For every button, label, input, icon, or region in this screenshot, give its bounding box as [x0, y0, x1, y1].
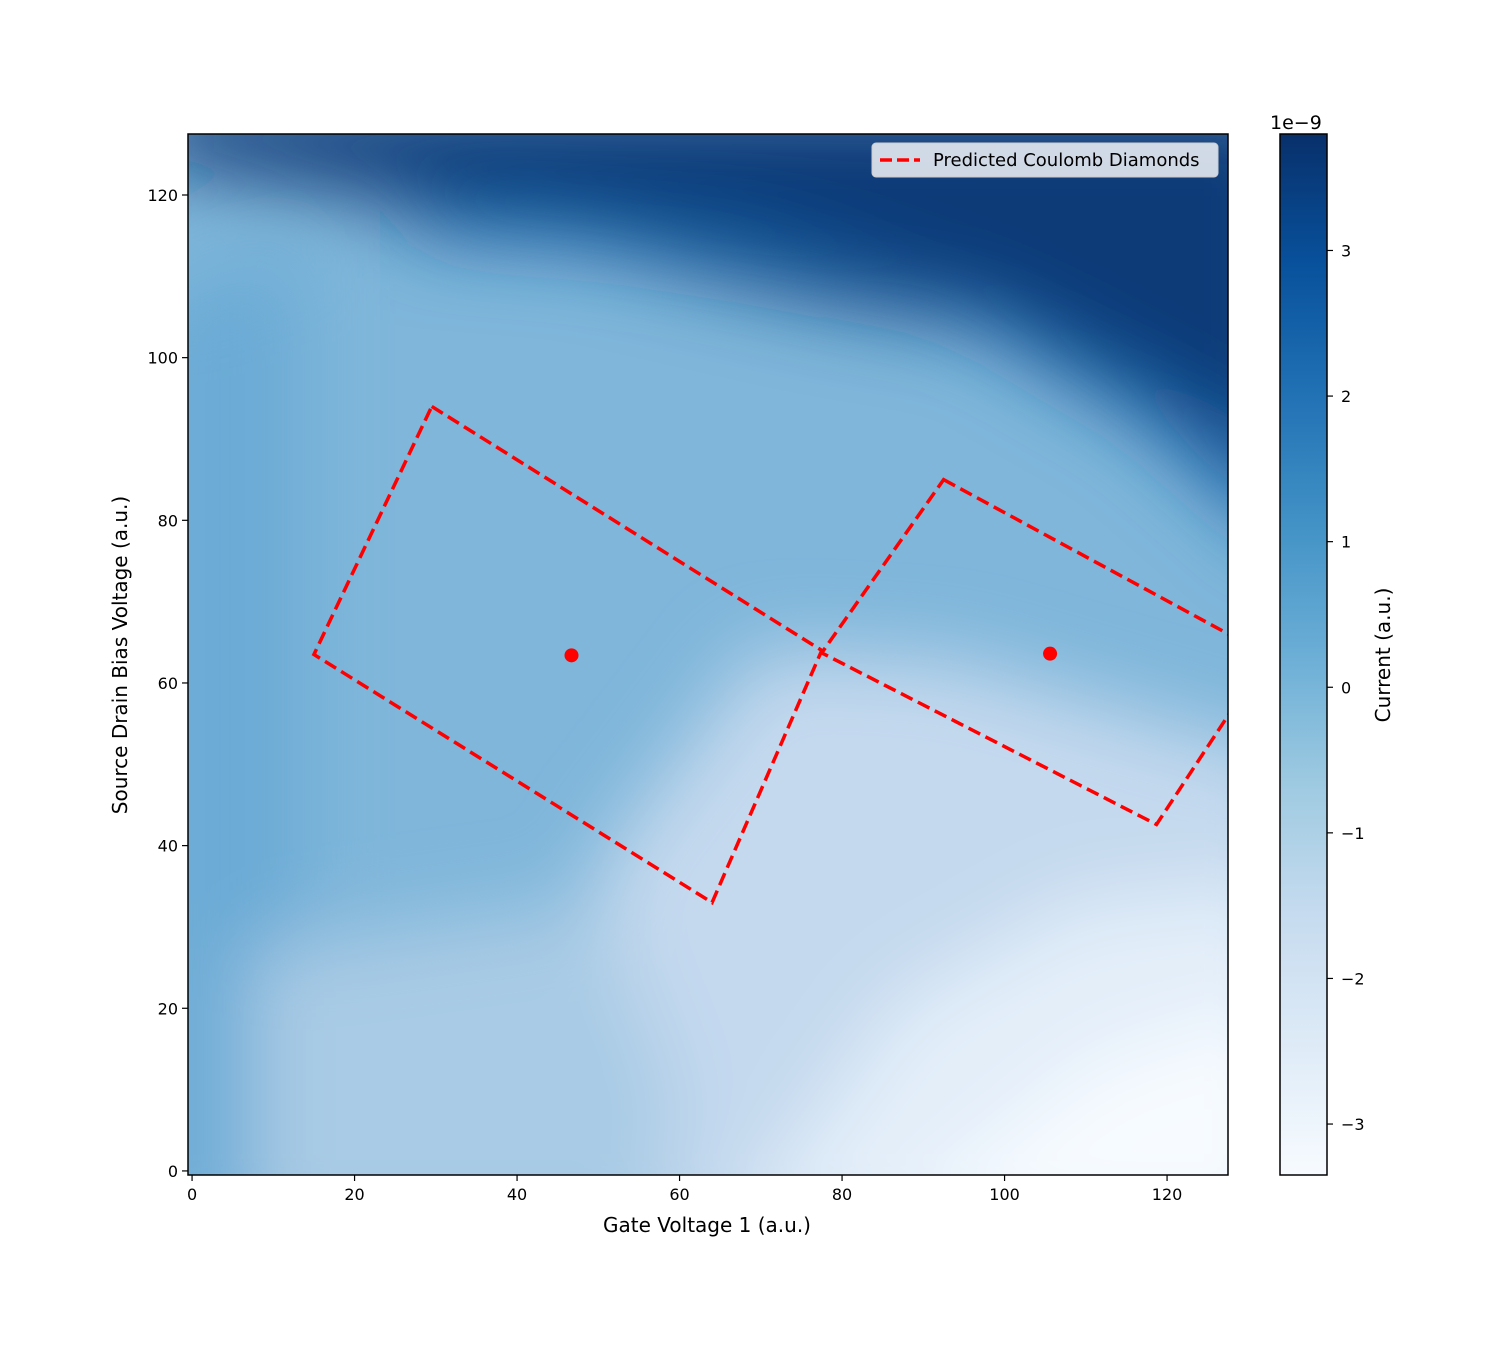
y-tick-label: 20 — [158, 999, 178, 1018]
heatmap-image — [188, 134, 1228, 1175]
colorbar-tick-label: 1 — [1341, 533, 1351, 552]
colorbar-tick-label: −3 — [1341, 1115, 1365, 1134]
legend-box — [871, 142, 1219, 178]
diamond-outline-1 — [311, 403, 824, 906]
colorbar: −3 −2 −1 0 1 2 3 1e−9 Current (a.u.) — [1270, 112, 1395, 1176]
y-tick-label: 40 — [158, 837, 178, 856]
y-tick-label: 60 — [158, 674, 178, 693]
diamond-center-1 — [564, 648, 579, 663]
x-tick-label: 40 — [507, 1185, 527, 1204]
x-tick-label: 60 — [669, 1185, 689, 1204]
colorbar-tick-label: 2 — [1341, 387, 1351, 406]
diamond-center-2 — [1043, 646, 1058, 661]
colorbar-ticks: −3 −2 −1 0 1 2 3 — [1327, 241, 1365, 1134]
y-tick-label: 80 — [158, 511, 178, 530]
colorbar-tick-label: −1 — [1341, 824, 1365, 843]
coulomb-diamonds — [311, 403, 1228, 906]
colorbar-tick-label: 3 — [1341, 241, 1351, 260]
y-axis-label: Source Drain Bias Voltage (a.u.) — [108, 496, 132, 814]
x-tick-label: 0 — [187, 1185, 197, 1204]
diamond-outline-2 — [819, 477, 1228, 827]
y-tick-label: 120 — [147, 186, 178, 205]
x-tick-label: 20 — [344, 1185, 364, 1204]
y-tick-label: 0 — [168, 1162, 178, 1181]
x-tick-label: 80 — [832, 1185, 852, 1204]
colorbar-gradient — [1279, 133, 1328, 1176]
colorbar-label: Current (a.u.) — [1371, 588, 1395, 723]
legend: Predicted Coulomb Diamonds — [871, 142, 1219, 178]
colorbar-tick-label: 0 — [1341, 678, 1351, 697]
y-tick-label: 100 — [147, 349, 178, 368]
colorbar-tick-label: −2 — [1341, 969, 1365, 988]
y-axis-ticks: 0 20 40 60 80 100 120 — [147, 186, 188, 1181]
plot-frame — [187, 133, 1229, 1176]
x-axis-label: Gate Voltage 1 (a.u.) — [603, 1213, 811, 1237]
x-tick-label: 100 — [989, 1185, 1020, 1204]
legend-label: Predicted Coulomb Diamonds — [933, 150, 1200, 171]
x-axis-ticks: 0 20 40 60 80 100 120 — [187, 1175, 1182, 1204]
x-tick-label: 120 — [1152, 1185, 1183, 1204]
colorbar-exponent: 1e−9 — [1270, 112, 1322, 134]
